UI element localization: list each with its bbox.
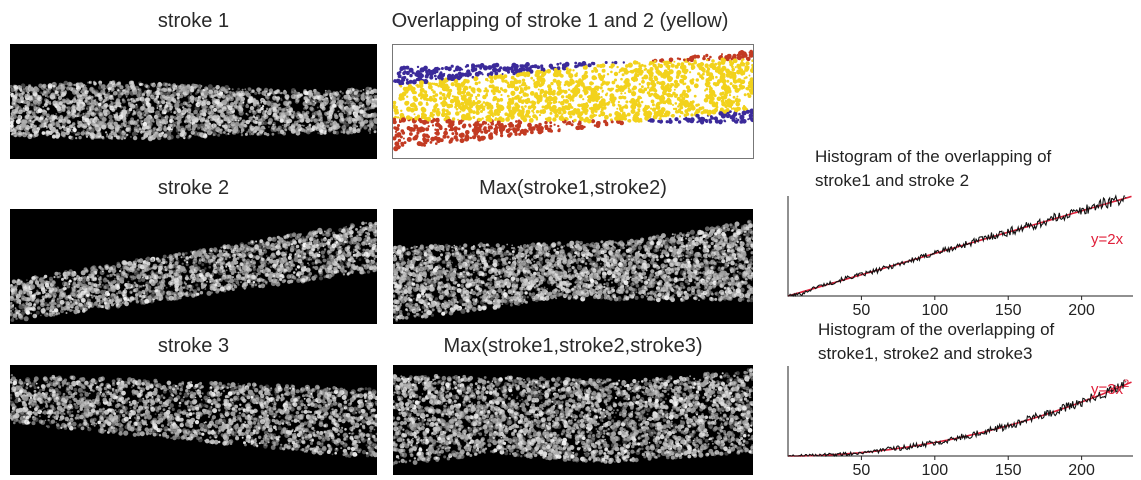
histogram-point [846, 277, 848, 279]
fit-label: y=2x [1091, 231, 1124, 248]
stroke-2-image [10, 209, 377, 324]
fit-line [788, 381, 1132, 457]
overlap-image [392, 44, 754, 159]
histogram-point [875, 450, 877, 452]
histogram-point [934, 251, 936, 253]
histogram-1-chart: 50 100 150 200 y=2x [787, 194, 1133, 319]
histogram-2-title-line1: Histogram of the overlapping of [818, 320, 1055, 339]
histogram-point [1037, 223, 1039, 225]
histogram-point [787, 455, 789, 457]
histogram-point [860, 274, 862, 276]
stroke-1-image [10, 44, 377, 159]
x-tick-label: 200 [1068, 462, 1095, 479]
histogram-point [802, 292, 804, 294]
stroke-1-label: stroke 1 [157, 10, 230, 32]
max123-image [393, 365, 753, 475]
histogram-point [1022, 226, 1024, 229]
x-tick-label: 200 [1068, 302, 1095, 319]
histogram-point [1022, 420, 1024, 422]
histogram-point [1110, 200, 1112, 202]
histogram-point [948, 249, 951, 251]
histogram-point [1081, 401, 1083, 403]
histogram-point [934, 441, 936, 444]
histogram-point [978, 239, 980, 241]
histogram-point [904, 446, 906, 448]
histogram-point [1051, 411, 1053, 413]
histogram-point [816, 454, 818, 457]
histogram-point [1081, 210, 1083, 212]
histogram-point [904, 261, 906, 263]
stroke-texture [393, 368, 753, 466]
histogram-point [1125, 197, 1127, 199]
histogram-point [963, 243, 965, 246]
x-tick-label: 150 [995, 302, 1022, 319]
histogram-point [1066, 214, 1068, 216]
x-tick-label: 50 [853, 462, 871, 479]
x-tick-label: 50 [853, 302, 871, 319]
stroke-texture [10, 80, 377, 142]
histogram-point [890, 265, 892, 267]
histogram-point [963, 436, 965, 438]
stroke-texture [393, 219, 753, 322]
histogram-1-title: Histogram of the overlapping of stroke1 … [815, 145, 1051, 193]
histogram-point [787, 295, 789, 297]
stroke-3-label: stroke 3 [157, 335, 230, 357]
stroke-2-label: stroke 2 [157, 177, 230, 199]
histogram-point [831, 282, 833, 284]
histogram-point [992, 428, 995, 431]
histogram-point [1051, 218, 1053, 220]
histogram-point [1095, 205, 1097, 207]
histogram-point [816, 285, 818, 287]
max123-label: Max(stroke1,stroke2,stroke3) [443, 335, 703, 357]
histogram-1-title-line1: Histogram of the overlapping of [815, 147, 1052, 166]
stroke-texture [10, 221, 377, 322]
histogram-2-title-line2: stroke1, stroke2 and stroke3 [818, 344, 1033, 363]
stroke-texture [10, 374, 377, 458]
histogram-point [846, 453, 848, 455]
histogram-1-title-line2: stroke1 and stroke 2 [815, 171, 970, 190]
stroke-3-image [10, 365, 377, 475]
histogram-2-title: Histogram of the overlapping of stroke1,… [818, 318, 1054, 366]
histogram-series [787, 379, 1126, 458]
overlap-texture [393, 49, 753, 152]
histogram-2-chart: 50 100 150 200 y=3x2 [787, 366, 1133, 479]
histogram-point [875, 270, 877, 272]
fit-label: y=3x2 [1091, 378, 1129, 398]
histogram-point [1007, 231, 1009, 233]
x-tick-label: 100 [921, 462, 948, 479]
overlap-label: Overlapping of stroke 1 and 2 (yellow) [391, 10, 729, 32]
histogram-point [1110, 390, 1112, 392]
histogram-point [919, 257, 921, 259]
max12-image [393, 209, 753, 324]
histogram-point [1125, 381, 1127, 383]
histogram-series [788, 194, 1126, 298]
x-tick-label: 100 [921, 302, 948, 319]
histogram-point [992, 234, 995, 236]
x-tick-label: 150 [995, 462, 1022, 479]
max12-label: Max(stroke1,stroke2) [479, 177, 667, 199]
